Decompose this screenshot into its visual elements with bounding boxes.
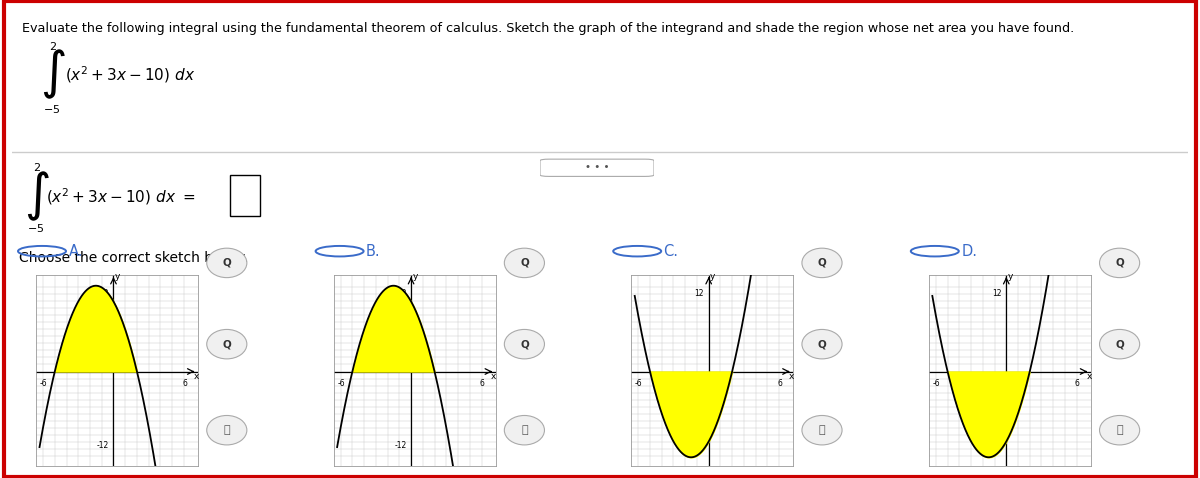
- Text: 6: 6: [778, 379, 782, 388]
- Text: x: x: [788, 372, 794, 381]
- Text: x: x: [491, 372, 497, 381]
- Text: Q: Q: [222, 339, 232, 349]
- Text: -12: -12: [989, 441, 1002, 450]
- Text: • • •: • • •: [584, 163, 610, 173]
- Circle shape: [504, 329, 545, 359]
- Text: 6: 6: [480, 379, 485, 388]
- Text: y: y: [413, 272, 418, 281]
- Text: Evaluate the following integral using the fundamental theorem of calculus. Sketc: Evaluate the following integral using th…: [22, 22, 1074, 34]
- Text: $-5$: $-5$: [42, 103, 60, 115]
- Text: ⧉: ⧉: [1116, 425, 1123, 435]
- Text: A.: A.: [68, 244, 83, 259]
- Text: ⧉: ⧉: [818, 425, 826, 435]
- Text: ⧉: ⧉: [521, 425, 528, 435]
- Text: -12: -12: [96, 441, 109, 450]
- Text: 12: 12: [695, 289, 704, 298]
- Text: Q: Q: [520, 258, 529, 268]
- Text: Q: Q: [1115, 339, 1124, 349]
- Text: y: y: [115, 272, 120, 281]
- Text: $\left(x^2+3x-10\right)\ dx\ =$: $\left(x^2+3x-10\right)\ dx\ =$: [47, 186, 196, 207]
- FancyBboxPatch shape: [540, 159, 654, 176]
- Text: -6: -6: [337, 379, 346, 388]
- Text: x: x: [1086, 372, 1092, 381]
- Text: -12: -12: [691, 441, 704, 450]
- Circle shape: [802, 329, 842, 359]
- Text: 2: 2: [34, 163, 41, 173]
- Text: y: y: [1008, 272, 1013, 281]
- Text: -12: -12: [394, 441, 407, 450]
- Text: x: x: [193, 372, 199, 381]
- Text: Q: Q: [817, 258, 827, 268]
- Text: y: y: [710, 272, 715, 281]
- Text: -6: -6: [932, 379, 941, 388]
- Text: Q: Q: [817, 339, 827, 349]
- FancyBboxPatch shape: [230, 174, 259, 216]
- Circle shape: [206, 415, 247, 445]
- Text: 6: 6: [1075, 379, 1080, 388]
- Text: 6: 6: [182, 379, 187, 388]
- Circle shape: [802, 248, 842, 278]
- Text: -6: -6: [635, 379, 643, 388]
- Text: 12: 12: [992, 289, 1002, 298]
- Text: C.: C.: [664, 244, 679, 259]
- Circle shape: [206, 248, 247, 278]
- Text: $\left(x^2+3x-10\right)\ dx$: $\left(x^2+3x-10\right)\ dx$: [65, 64, 196, 85]
- Circle shape: [206, 329, 247, 359]
- Text: Q: Q: [222, 258, 232, 268]
- Text: 12: 12: [397, 289, 407, 298]
- Circle shape: [1099, 415, 1140, 445]
- Text: -6: -6: [40, 379, 48, 388]
- Text: ⧉: ⧉: [223, 425, 230, 435]
- Text: D.: D.: [961, 244, 977, 259]
- Text: 12: 12: [100, 289, 109, 298]
- Text: 2: 2: [49, 42, 56, 52]
- Circle shape: [802, 415, 842, 445]
- Text: $-5$: $-5$: [28, 222, 44, 234]
- Circle shape: [504, 248, 545, 278]
- Text: Q: Q: [1115, 258, 1124, 268]
- Text: $\int$: $\int$: [24, 170, 50, 223]
- Text: B.: B.: [366, 244, 380, 259]
- Text: Choose the correct sketch below.: Choose the correct sketch below.: [19, 250, 248, 265]
- Circle shape: [504, 415, 545, 445]
- Circle shape: [1099, 329, 1140, 359]
- Circle shape: [1099, 248, 1140, 278]
- Text: Q: Q: [520, 339, 529, 349]
- Text: $\int$: $\int$: [41, 48, 66, 101]
